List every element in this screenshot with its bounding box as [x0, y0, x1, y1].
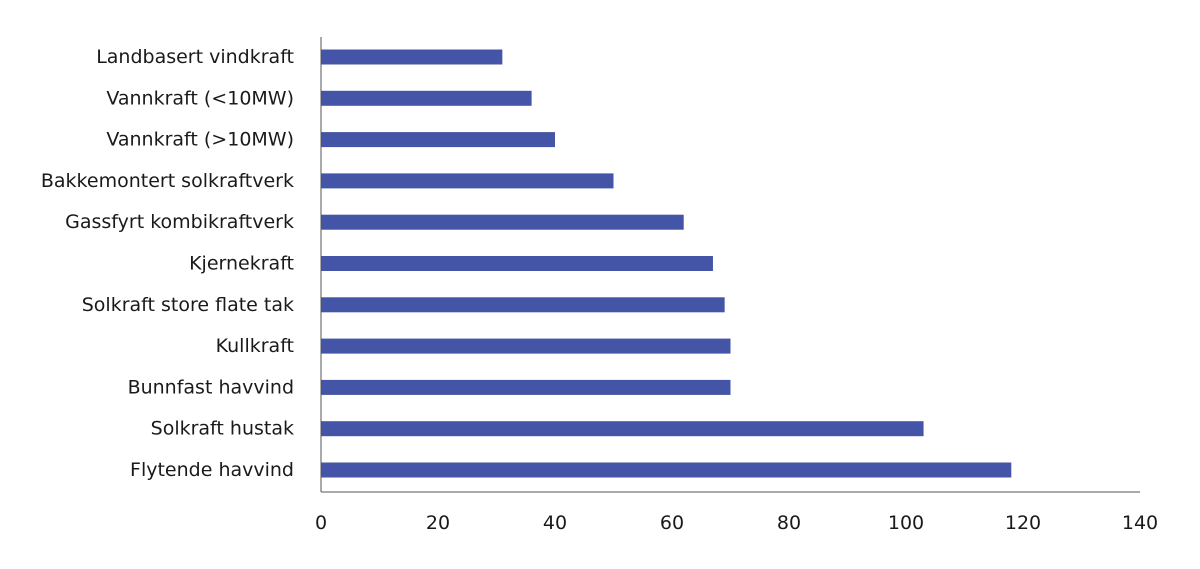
x-tick-label: 120 [1005, 512, 1041, 534]
category-label: Vannkraft (>10MW) [106, 129, 294, 151]
bar [321, 214, 684, 230]
category-label: Solkraft store flate tak [82, 294, 294, 316]
bar [321, 338, 731, 354]
category-label: Solkraft hustak [151, 418, 294, 440]
bar [321, 132, 555, 148]
category-labels: Landbasert vindkraft Vannkraft (<10MW) Van… [41, 46, 294, 481]
x-tick-label: 0 [315, 512, 327, 534]
category-label: Kullkraft [216, 335, 294, 357]
x-tick-label: 140 [1122, 512, 1158, 534]
category-label: Gassfyrt kombikraftverk [65, 211, 294, 233]
x-tick-label: 100 [888, 512, 924, 534]
x-tick-label: 40 [543, 512, 567, 534]
bar [321, 256, 713, 271]
bar [321, 379, 731, 395]
bar [321, 421, 924, 437]
category-label: Vannkraft (<10MW) [106, 87, 294, 109]
x-tick-labels: 0 20 40 60 80 100 120 140 [315, 512, 1158, 534]
category-label: Bakkemontert solkraftverk [41, 170, 294, 192]
category-label: Kjernekraft [189, 253, 294, 275]
category-label: Flytende havvind [130, 459, 294, 481]
bar [321, 173, 614, 189]
axes [320, 37, 1140, 493]
bar [321, 297, 725, 313]
category-label: Bunnfast havvind [128, 376, 294, 398]
bar [321, 462, 1012, 478]
x-tick-label: 80 [777, 512, 801, 534]
x-tick-label: 20 [426, 512, 450, 534]
bars [321, 49, 1012, 478]
bar [321, 90, 532, 106]
bar [321, 49, 503, 65]
category-label: Landbasert vindkraft [96, 46, 294, 68]
x-tick-label: 60 [660, 512, 684, 534]
